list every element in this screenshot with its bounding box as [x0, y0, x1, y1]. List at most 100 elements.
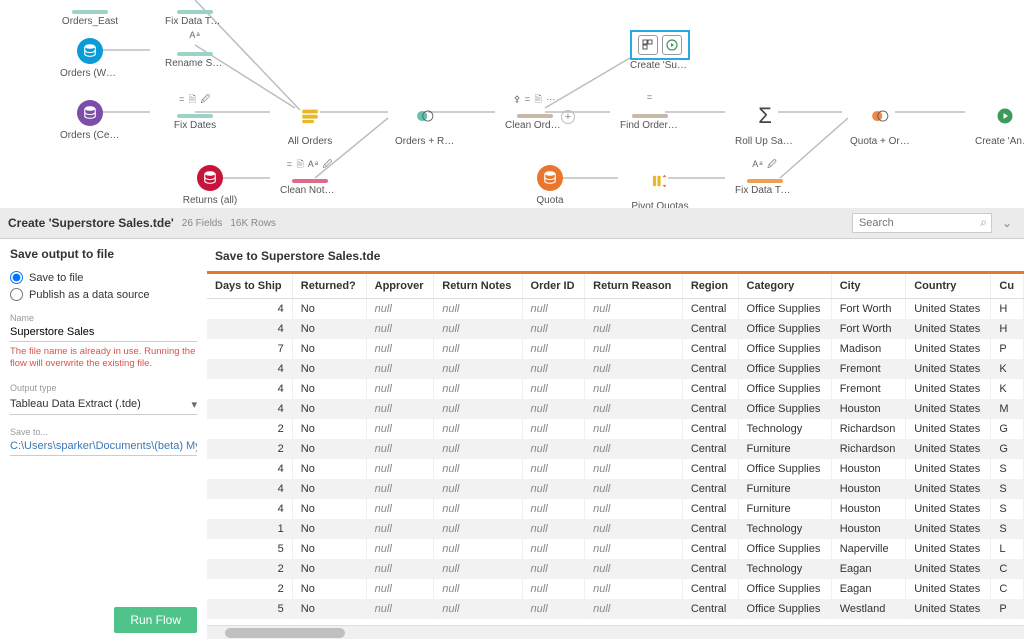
column-header[interactable]: Return Reason	[585, 274, 683, 299]
table-cell: 4	[207, 319, 292, 339]
table-row[interactable]: 2NonullnullnullnullCentralTechnologyEaga…	[207, 559, 1024, 579]
table-scroll[interactable]: Days to ShipReturned?ApproverReturn Note…	[207, 274, 1024, 625]
table-row[interactable]: 4NonullnullnullnullCentralOffice Supplie…	[207, 299, 1024, 320]
table-cell: S	[991, 499, 1024, 519]
output-type-select[interactable]: Tableau Data Extract (.tde) ▾	[10, 395, 197, 415]
flow-node-orders_central[interactable]: Orders (Central)	[60, 100, 120, 141]
table-cell: No	[292, 479, 366, 499]
publish-radio[interactable]	[10, 288, 23, 301]
table-cell: null	[366, 519, 434, 539]
chevron-down-icon[interactable]: ⌄	[998, 216, 1016, 230]
table-cell: null	[434, 379, 522, 399]
table-cell: null	[585, 319, 683, 339]
table-cell: 4	[207, 359, 292, 379]
table-cell: null	[585, 559, 683, 579]
table-cell: null	[366, 499, 434, 519]
run-flow-button[interactable]: Run Flow	[114, 607, 197, 633]
table-cell: Central	[682, 359, 738, 379]
table-cell: null	[522, 339, 585, 359]
table-cell: Central	[682, 599, 738, 619]
table-cell: Richardson	[831, 439, 906, 459]
column-header[interactable]: Return Notes	[434, 274, 522, 299]
scrollbar-thumb[interactable]	[225, 628, 345, 638]
horizontal-scrollbar[interactable]	[207, 625, 1024, 639]
table-cell: 4	[207, 459, 292, 479]
column-header[interactable]: Category	[738, 274, 831, 299]
publish-option[interactable]: Publish as a data source	[10, 288, 197, 301]
column-header[interactable]: Cu	[991, 274, 1024, 299]
table-row[interactable]: 7NonullnullnullnullCentralOffice Supplie…	[207, 339, 1024, 359]
save-to-file-option[interactable]: Save to file	[10, 271, 197, 284]
flow-node-label: Create 'Annual ...	[975, 136, 1024, 147]
table-row[interactable]: 4NonullnullnullnullCentralFurnitureHoust…	[207, 479, 1024, 499]
flow-node-fix_data_type2[interactable]: Aᵃ 🖉Fix Data Type	[735, 157, 795, 196]
save-to-file-radio[interactable]	[10, 271, 23, 284]
search-input[interactable]	[852, 213, 992, 233]
flow-node-orders_west[interactable]: Orders (West)	[60, 38, 120, 79]
name-field[interactable]	[10, 323, 197, 342]
flow-node-returns_all[interactable]: Returns (all)	[180, 165, 240, 206]
flow-node-orders_returns[interactable]: Orders + Returns	[395, 100, 455, 147]
flow-node-create_superst[interactable]: Create 'Superst...	[630, 30, 690, 71]
column-header[interactable]: Order ID	[522, 274, 585, 299]
flow-node-clean_orders[interactable]: ⚴ = 🗎 ⋯Clean Orders + ...+	[505, 92, 565, 131]
table-row[interactable]: 2NonullnullnullnullCentralFurnitureRicha…	[207, 439, 1024, 459]
table-cell: null	[434, 519, 522, 539]
table-cell: null	[585, 579, 683, 599]
flow-node-label: Fix Dates	[165, 120, 225, 131]
table-cell: United States	[906, 359, 991, 379]
table-cell: null	[434, 579, 522, 599]
column-header[interactable]: Days to Ship	[207, 274, 292, 299]
flow-node-label: Find Order Year	[620, 120, 680, 131]
table-row[interactable]: 5NonullnullnullnullCentralOffice Supplie…	[207, 539, 1024, 559]
table-row[interactable]: 2NonullnullnullnullCentralOffice Supplie…	[207, 579, 1024, 599]
flow-node-quota_orders[interactable]: Quota + Orders	[850, 100, 910, 147]
table-row[interactable]: 4NonullnullnullnullCentralOffice Supplie…	[207, 399, 1024, 419]
table-cell: 4	[207, 379, 292, 399]
table-cell: 7	[207, 339, 292, 359]
table-cell: Fort Worth	[831, 319, 906, 339]
flow-node-create_annual[interactable]: Create 'Annual ...	[975, 100, 1024, 147]
table-cell: 5	[207, 599, 292, 619]
data-preview-panel: Save to Superstore Sales.tde Days to Shi…	[207, 239, 1024, 639]
flow-node-fix_data_type1[interactable]: Fix Data Type	[165, 0, 225, 27]
column-header[interactable]: Country	[906, 274, 991, 299]
table-row[interactable]: 5NonullnullnullnullCentralOffice Supplie…	[207, 599, 1024, 619]
column-header[interactable]: Returned?	[292, 274, 366, 299]
save-to-path[interactable]	[10, 437, 197, 456]
flow-node-pivot_quotas[interactable]: Pivot Quotas	[630, 165, 690, 208]
save-to-file-label: Save to file	[29, 272, 83, 284]
flow-canvas[interactable]: Orders_East Fix Data Type Orders (West) AᵃR…	[0, 0, 1024, 208]
flow-node-roll_up_sales[interactable]: ΣRoll Up Sales	[735, 100, 795, 147]
table-cell: Madison	[831, 339, 906, 359]
flow-node-quota[interactable]: Quota	[520, 165, 580, 206]
flow-node-clean_notes[interactable]: = 🗎 Aᵃ 🖉Clean Notes/Ap...	[280, 157, 340, 196]
table-row[interactable]: 4NonullnullnullnullCentralOffice Supplie…	[207, 319, 1024, 339]
table-cell: K	[991, 379, 1024, 399]
table-cell: United States	[906, 399, 991, 419]
table-row[interactable]: 4NonullnullnullnullCentralOffice Supplie…	[207, 379, 1024, 399]
table-cell: No	[292, 599, 366, 619]
flow-node-find_order_year[interactable]: =Find Order Year	[620, 92, 680, 131]
table-row[interactable]: 4NonullnullnullnullCentralFurnitureHoust…	[207, 499, 1024, 519]
table-cell: null	[366, 579, 434, 599]
column-header[interactable]: Region	[682, 274, 738, 299]
table-cell: null	[434, 439, 522, 459]
table-row[interactable]: 2NonullnullnullnullCentralTechnologyRich…	[207, 419, 1024, 439]
table-row[interactable]: 4NonullnullnullnullCentralOffice Supplie…	[207, 459, 1024, 479]
table-row[interactable]: 4NonullnullnullnullCentralOffice Supplie…	[207, 359, 1024, 379]
flow-node-orders_east[interactable]: Orders_East	[60, 0, 120, 27]
table-row[interactable]: 1NonullnullnullnullCentralTechnologyHous…	[207, 519, 1024, 539]
table-cell: null	[585, 479, 683, 499]
table-cell: null	[366, 539, 434, 559]
column-header[interactable]: Approver	[366, 274, 434, 299]
column-header[interactable]: City	[831, 274, 906, 299]
add-step-icon[interactable]: +	[561, 110, 575, 124]
table-cell: null	[522, 539, 585, 559]
flow-node-rename_states[interactable]: AᵃRename States	[165, 30, 225, 69]
flow-node-all_orders[interactable]: All Orders	[280, 100, 340, 147]
publish-label: Publish as a data source	[29, 289, 149, 301]
table-cell: null	[522, 299, 585, 320]
flow-node-fix_dates[interactable]: = 🗎 🖉Fix Dates	[165, 92, 225, 131]
flow-node-label: Orders (West)	[60, 68, 120, 79]
